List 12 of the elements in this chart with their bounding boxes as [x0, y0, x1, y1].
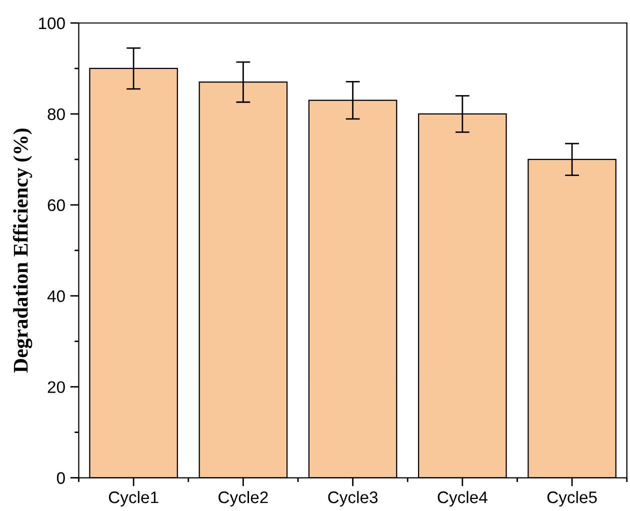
x-tick-label: Cycle4: [438, 490, 488, 507]
x-tick-label: Cycle1: [108, 490, 158, 507]
y-tick-label: 40: [47, 290, 65, 302]
y-tick-label: 100: [39, 17, 65, 30]
y-tick-label: 0: [56, 472, 65, 484]
y-tick-label: 80: [48, 108, 65, 120]
x-tick-label: Cycle5: [547, 490, 597, 507]
x-tick-label: Cycle3: [328, 490, 378, 507]
y-tick-label: 20: [48, 381, 65, 394]
y-axis-title: Degradation Efficiency (%): [12, 128, 32, 373]
y-tick-label: 60: [48, 199, 65, 212]
x-tick-label: Cycle2: [218, 490, 268, 507]
